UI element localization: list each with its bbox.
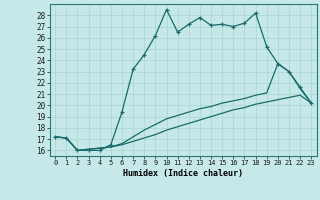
X-axis label: Humidex (Indice chaleur): Humidex (Indice chaleur) <box>123 169 243 178</box>
